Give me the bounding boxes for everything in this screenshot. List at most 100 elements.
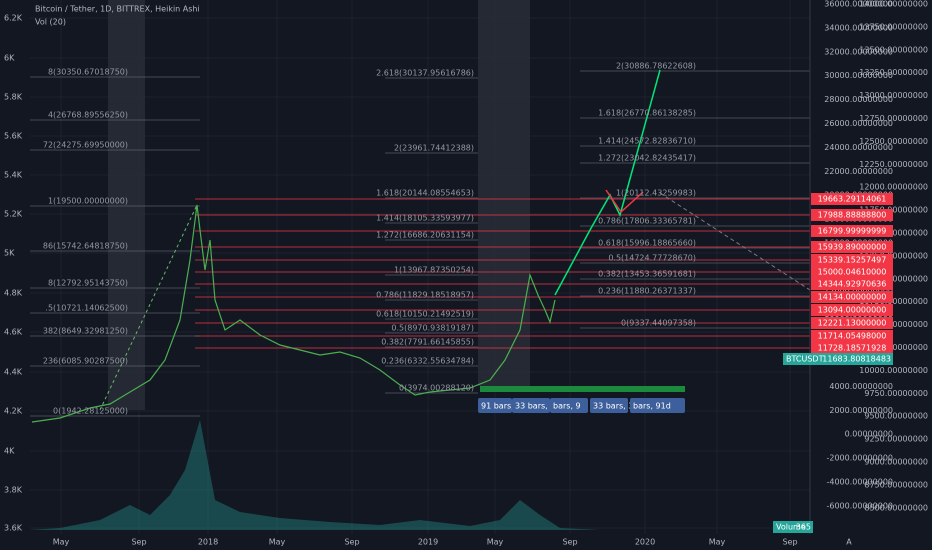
fib-label: 0.5(8970.93819187) bbox=[391, 324, 474, 333]
scale-axis-label: 12500.00000000 bbox=[859, 137, 928, 146]
price-axis-label: 30000.00000000 bbox=[824, 71, 893, 80]
price-tag: 14344.92970636 bbox=[818, 280, 887, 289]
price-tag: 14134.00000000 bbox=[818, 293, 887, 302]
time-axis-label: 2020 bbox=[635, 538, 655, 547]
left-axis-label: 4.2K bbox=[4, 407, 23, 416]
time-axis-bg bbox=[0, 534, 932, 550]
fib-label: 382(8649.32981250) bbox=[43, 327, 128, 336]
price-tag: 11728.18571928 bbox=[818, 344, 887, 353]
price-tag: 15939.89000000 bbox=[818, 243, 887, 252]
price-axis-label: 32000.00000000 bbox=[824, 47, 893, 56]
time-axis-label: May bbox=[487, 538, 504, 547]
bars-label: 91 bars, bbox=[481, 402, 514, 411]
time-axis-label: Sep bbox=[562, 538, 577, 547]
scale-axis-label: 12250.00000000 bbox=[859, 160, 928, 169]
price-axis-label: 36000.00000000 bbox=[824, 0, 893, 9]
price-tag: 13094.00000000 bbox=[818, 306, 887, 315]
left-axis-label: 5.6K bbox=[4, 132, 23, 141]
scale-axis-label: 11250.00000000 bbox=[859, 251, 928, 260]
scale-axis-label: 12750.00000000 bbox=[859, 114, 928, 123]
left-axis-label: 5K bbox=[4, 249, 15, 258]
left-axis-label: 6K bbox=[4, 54, 15, 63]
bars-label-bg bbox=[550, 398, 588, 413]
bars-label: 33 bars, 33d bbox=[593, 402, 644, 411]
auto-scale-button[interactable]: A bbox=[846, 538, 852, 547]
price-tag-bg bbox=[811, 278, 893, 290]
date-range-shade bbox=[108, 0, 145, 410]
price-tag: 11714.05498000 bbox=[818, 332, 887, 341]
fib-label: 4(26768.89556250) bbox=[48, 111, 128, 120]
fib-label: 0(9337.44097358) bbox=[621, 319, 696, 328]
scale-axis-label: 13750.00000000 bbox=[859, 22, 928, 31]
scale-axis-label: 12000.00000000 bbox=[859, 183, 928, 192]
price-axis-label: 24000.00000000 bbox=[824, 143, 893, 152]
price-tag: 12221.13000000 bbox=[818, 319, 887, 328]
scale-axis-label: 8500.00000000 bbox=[864, 503, 928, 512]
scale-axis-label: 13000.00000000 bbox=[859, 91, 928, 100]
fib-label: 1.414(24572.82836710) bbox=[598, 137, 696, 146]
price-tag-bg bbox=[811, 225, 893, 237]
scale-axis-label: 8750.00000000 bbox=[864, 480, 928, 489]
left-axis-label: 4K bbox=[4, 447, 15, 456]
fib-label: 1.414(18105.33593977) bbox=[376, 214, 474, 223]
scale-axis-label: 10500.00000000 bbox=[859, 320, 928, 329]
fib-label: 0.786(17806.33365781) bbox=[598, 217, 696, 226]
price-axis-label: 0.00000000 bbox=[845, 430, 893, 439]
time-axis-label: Sep bbox=[782, 538, 797, 547]
price-axis-label: -6000.00000000 bbox=[826, 501, 893, 510]
fib-label: 0.786(11829.18518957) bbox=[376, 291, 474, 300]
left-axis-label: 5.8K bbox=[4, 93, 23, 102]
price-tag: 16799.99999999 bbox=[818, 227, 887, 236]
scale-axis-label: 13250.00000000 bbox=[859, 68, 928, 77]
fib-label: 2.618(30137.95616786) bbox=[376, 69, 474, 78]
price-axis-label: 28000.00000000 bbox=[824, 95, 893, 104]
time-axis-label: May bbox=[53, 538, 70, 547]
fib-label: 8(12792.95143750) bbox=[48, 279, 128, 288]
price-axis-label: -4000.00000000 bbox=[826, 478, 893, 487]
fib-label: 0.236(11880.26371337) bbox=[598, 287, 696, 296]
price-tag-bg bbox=[811, 266, 893, 278]
fib-label: 0.5(14724.77728670) bbox=[608, 254, 696, 263]
price-tag-bg bbox=[811, 291, 893, 303]
trend-line bbox=[99, 204, 198, 411]
price-tag-bg bbox=[811, 330, 893, 342]
price-tag: 15000.04610000 bbox=[818, 268, 887, 277]
fib-label: 1(20112.43259983) bbox=[616, 189, 696, 198]
scale-axis-label: 14000.00000000 bbox=[859, 0, 928, 9]
price-tag-bg bbox=[811, 241, 893, 253]
fib-label: 0.382(7791.66145855) bbox=[381, 338, 474, 347]
fib-label: 1(19500.00000000) bbox=[48, 197, 128, 206]
price-tag: 15339.15257497 bbox=[818, 256, 887, 265]
bars-label-bg bbox=[630, 398, 685, 413]
symbol-tag: BTCUSDT bbox=[786, 355, 824, 364]
bars-pattern bbox=[480, 386, 685, 392]
volume-study: Vol (20) bbox=[35, 18, 66, 27]
projection-line bbox=[605, 189, 644, 214]
price-axis-label: 26000.00000000 bbox=[824, 119, 893, 128]
time-axis-label: 2019 bbox=[418, 538, 438, 547]
time-axis-label: Sep bbox=[344, 538, 359, 547]
fib-label: 0(1942.28125000) bbox=[53, 407, 128, 416]
price-line bbox=[31, 204, 556, 423]
volume-tag-bg bbox=[773, 521, 813, 533]
fib-label: 8(30350.67018750) bbox=[48, 68, 128, 77]
time-axis-label: May bbox=[269, 538, 286, 547]
time-axis-label: 2018 bbox=[198, 538, 218, 547]
time-axis-label: Sep bbox=[131, 538, 146, 547]
left-axis-label: 6.2K bbox=[4, 14, 23, 23]
symbol-tag-bg bbox=[783, 353, 893, 365]
left-axis-label: 5.4K bbox=[4, 171, 23, 180]
fib-label: 1(13967.87350254) bbox=[394, 266, 474, 275]
price-tag-bg bbox=[811, 254, 893, 266]
bars-label: 33 bars, 33d bbox=[515, 402, 566, 411]
left-axis-label: 5.2K bbox=[4, 210, 23, 219]
scale-axis-label: 10000.00000000 bbox=[859, 366, 928, 375]
bars-label: bars, 9 bbox=[553, 402, 581, 411]
scale-axis-label: 11750.00000000 bbox=[859, 206, 928, 215]
scale-axis-label: 9750.00000000 bbox=[864, 389, 928, 398]
fib-label: 2(23961.74412388) bbox=[394, 144, 474, 153]
fib-label: 2(30886.78622608) bbox=[616, 62, 696, 71]
fib-label: 86(15742.64818750) bbox=[43, 242, 128, 251]
scale-axis-label: 11000.00000000 bbox=[859, 274, 928, 283]
